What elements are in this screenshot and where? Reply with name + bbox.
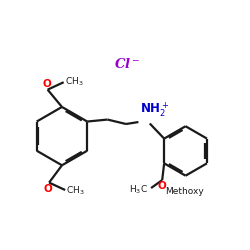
Text: CH$_3$: CH$_3$ [66, 184, 85, 197]
Text: O: O [44, 184, 53, 194]
Text: Cl$^-$: Cl$^-$ [114, 58, 140, 71]
Text: CH$_3$: CH$_3$ [65, 76, 83, 88]
Text: Methoxy: Methoxy [165, 188, 203, 196]
Text: NH$_2^+$: NH$_2^+$ [140, 100, 170, 119]
Text: O: O [42, 79, 51, 89]
Text: O: O [158, 181, 166, 191]
Text: H$_3$C: H$_3$C [129, 184, 148, 196]
